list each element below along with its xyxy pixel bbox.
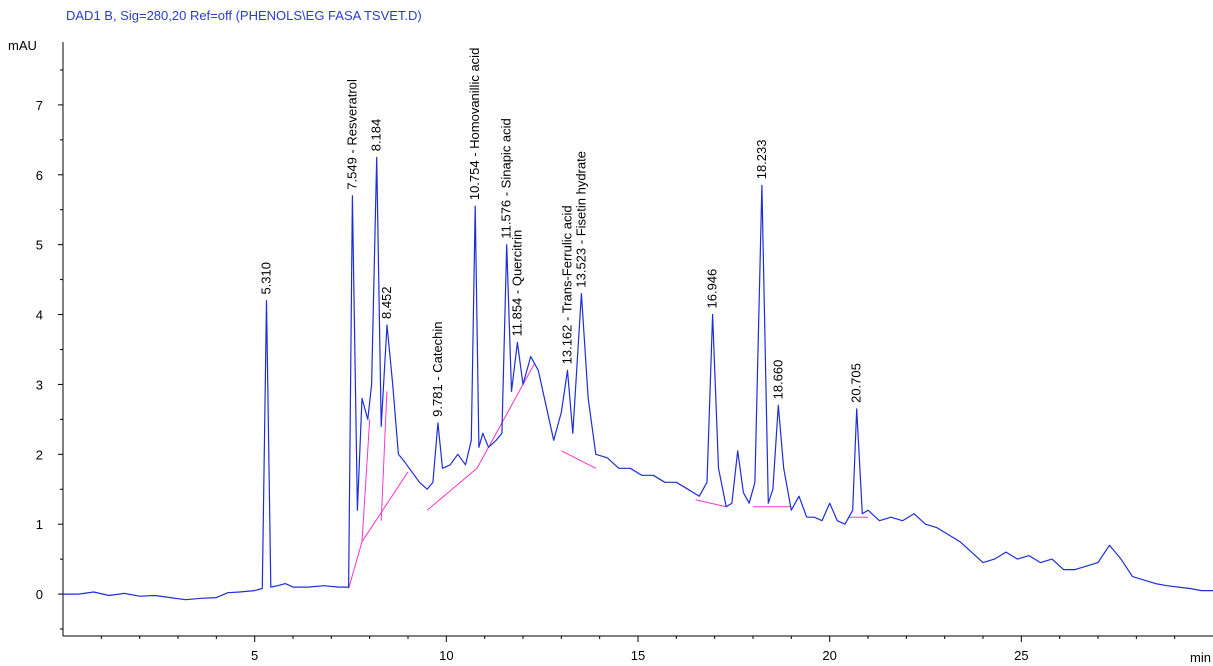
baseline-segment xyxy=(380,391,388,521)
integration-baselines xyxy=(348,363,868,589)
peak-label: 13.162 - Trans-Ferrulic acid xyxy=(560,205,575,364)
y-tick-label: 7 xyxy=(36,98,43,113)
y-tick-label: 6 xyxy=(36,168,43,183)
peak-label: 11.576 - Sinapic acid xyxy=(499,118,514,238)
peak-label: 20.705 xyxy=(849,363,864,403)
peak-label: 8.452 xyxy=(379,286,394,319)
peak-label: 18.660 xyxy=(770,360,785,400)
x-tick-label: 10 xyxy=(439,648,453,663)
peak-label: 18.233 xyxy=(754,140,769,180)
peak-label: 8.184 xyxy=(369,119,384,152)
y-tick-label: 1 xyxy=(36,517,43,532)
peak-label: 11.854 - Quercitrin xyxy=(509,230,524,337)
x-axis-label: min xyxy=(1190,650,1211,665)
x-axis-ticks: 5 10 15 20 25 xyxy=(100,636,1176,663)
x-tick-label: 20 xyxy=(822,648,836,663)
y-axis-label: mAU xyxy=(8,38,37,53)
y-tick-label: 3 xyxy=(36,377,43,392)
x-tick-label: 5 xyxy=(251,648,258,663)
y-tick-label: 0 xyxy=(36,587,43,602)
y-tick-label: 2 xyxy=(36,447,43,462)
peak-label: 9.781 - Catechin xyxy=(430,321,445,416)
peak-label: 5.310 xyxy=(258,262,273,295)
y-axis-ticks: 0 1 2 3 4 5 6 7 xyxy=(36,69,63,630)
peak-label: 16.946 xyxy=(705,269,720,309)
baseline-segment xyxy=(561,450,597,469)
y-tick-label: 5 xyxy=(36,238,43,253)
x-tick-label: 15 xyxy=(631,648,645,663)
baseline-segment xyxy=(426,363,535,511)
peak-labels: 5.310 7.549 - Resveratrol 8.184 8.452 9.781 … xyxy=(258,48,863,417)
peak-label: 7.549 - Resveratrol xyxy=(344,79,359,190)
signal-line xyxy=(63,156,1213,601)
y-tick-label: 4 xyxy=(36,308,43,323)
baseline-segment xyxy=(361,419,371,542)
signal-trace xyxy=(63,156,1213,601)
peak-label: 10.754 - Homovanillic acid xyxy=(467,48,482,200)
x-tick-label: 25 xyxy=(1014,648,1028,663)
baseline-segment xyxy=(695,499,727,508)
peak-label: 13.523 - Fisetin hydrate xyxy=(573,151,588,288)
chart-title: DAD1 B, Sig=280,20 Ref=off (PHENOLS\EG F… xyxy=(66,8,422,23)
